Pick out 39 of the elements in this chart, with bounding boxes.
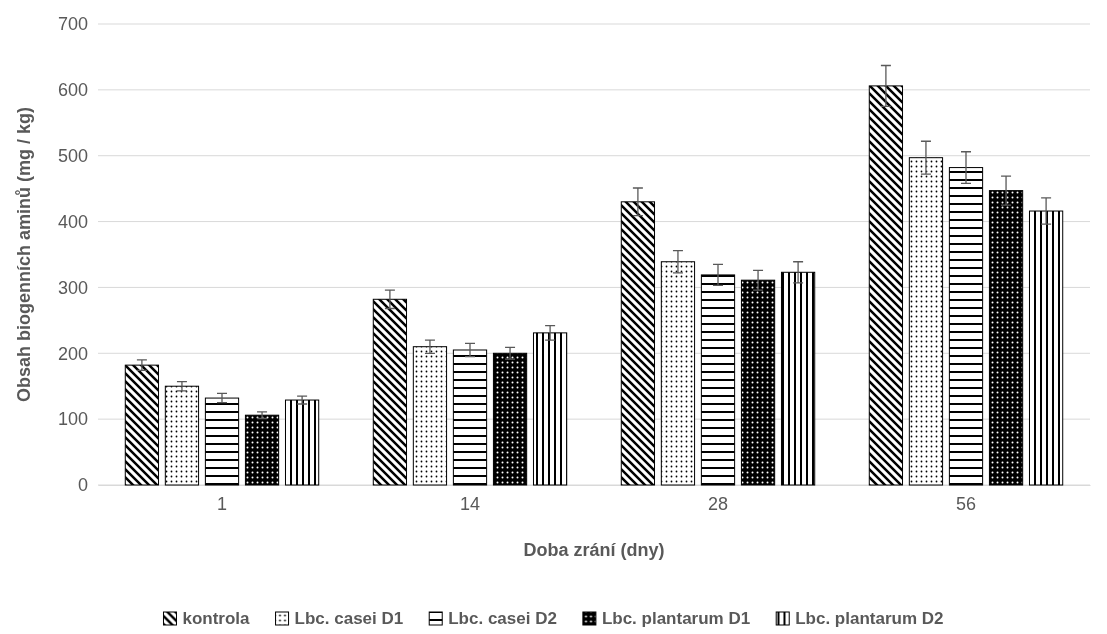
y-tick-label: 200 <box>57 343 88 364</box>
bar <box>492 352 528 486</box>
y-tick-label: 700 <box>57 14 88 35</box>
bar <box>452 349 488 486</box>
bar <box>908 157 944 486</box>
x-axis-title: Doba zrání (dny) <box>523 540 665 560</box>
y-tick-label: 0 <box>77 475 88 496</box>
bar <box>412 346 448 486</box>
x-tick-label: 56 <box>955 493 977 514</box>
legend-label: Lbc. plantarum D2 <box>795 609 944 628</box>
bar <box>532 332 568 486</box>
bar <box>780 271 816 486</box>
bar <box>868 85 904 486</box>
bar <box>124 364 160 486</box>
legend-label: Lbc. casei D1 <box>294 609 404 628</box>
bar <box>1028 210 1064 486</box>
bar <box>164 385 200 486</box>
y-tick-label: 600 <box>57 80 88 101</box>
x-tick-label: 14 <box>459 493 481 514</box>
legend-label: Lbc. casei D2 <box>448 609 557 628</box>
y-tick-label: 500 <box>57 145 88 166</box>
y-tick-label: 300 <box>57 277 88 298</box>
bar <box>372 298 408 486</box>
bar <box>620 201 656 486</box>
legend-label: kontrola <box>182 609 251 628</box>
bar <box>660 261 696 486</box>
bar <box>244 414 280 486</box>
x-tick-label: 1 <box>216 493 228 514</box>
y-tick-label: 100 <box>57 409 88 430</box>
bar <box>988 190 1024 486</box>
y-axis-title: Obsah biogenních aminů (mg / kg) <box>14 106 34 403</box>
legend-label: Lbc. plantarum D1 <box>601 609 751 628</box>
bar <box>948 167 984 486</box>
bar <box>284 399 320 486</box>
y-tick-label: 400 <box>57 211 88 232</box>
x-tick-label: 28 <box>707 493 729 514</box>
bar <box>700 274 736 486</box>
bar <box>740 279 776 486</box>
bar <box>204 397 240 486</box>
